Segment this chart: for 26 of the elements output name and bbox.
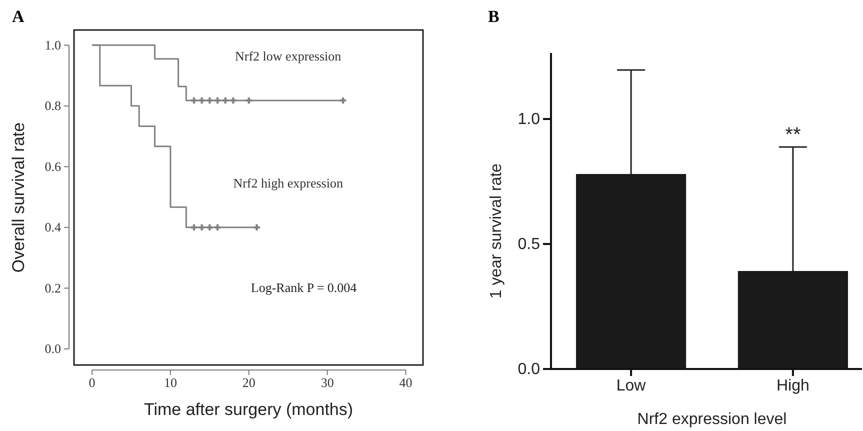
y-tick-label: 0.6 bbox=[44, 158, 62, 174]
y-tick-label: 0.5 bbox=[518, 236, 540, 254]
chart-title: B bbox=[488, 7, 500, 26]
y-axis-title: 1 year survival rate bbox=[488, 163, 505, 299]
y-axis-title: Overall survival rate bbox=[9, 122, 28, 273]
text: Nrf2 low expression bbox=[235, 48, 342, 64]
x-axis-title: Nrf2 expression level bbox=[637, 411, 787, 428]
x-tick-label: 10 bbox=[164, 375, 177, 390]
x-tick-label: 20 bbox=[242, 375, 256, 390]
y-tick-label: 0.8 bbox=[44, 98, 61, 114]
y-tick-label: 1.0 bbox=[518, 111, 540, 128]
annotation: Log-Rank P = 0.004 bbox=[250, 280, 358, 296]
x-tick-label: 40 bbox=[399, 375, 412, 390]
chart-title: A bbox=[12, 7, 25, 26]
y-tick-label: 0.4 bbox=[44, 220, 62, 235]
x-tick-label: High bbox=[776, 377, 810, 394]
text: Nrf2 high expression bbox=[233, 175, 344, 190]
y-tick-label: 0.0 bbox=[518, 361, 540, 378]
annotation: ** bbox=[785, 124, 801, 146]
y-tick-label: 0.0 bbox=[44, 341, 61, 356]
y-tick-label: 1.0 bbox=[44, 37, 61, 52]
x-tick-label: 30 bbox=[320, 375, 334, 390]
x-axis-title: Time after surgery (months) bbox=[144, 400, 354, 419]
x-tick-label: Low bbox=[616, 377, 646, 394]
x-tick-label: 0 bbox=[88, 375, 96, 390]
y-tick-label: 0.2 bbox=[44, 280, 61, 296]
